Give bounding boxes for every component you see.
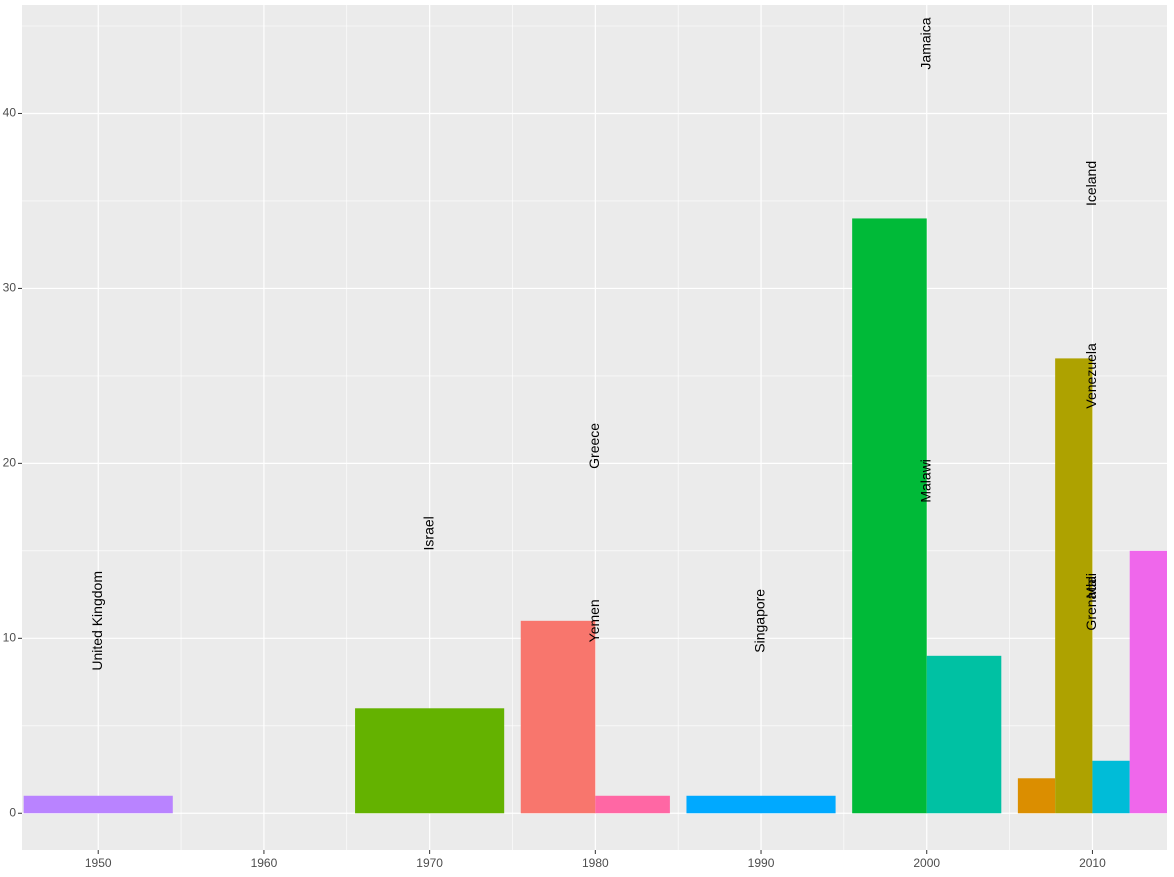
x-tick-label: 2000 xyxy=(913,856,940,870)
bar xyxy=(686,795,836,814)
y-tick-label: 30 xyxy=(3,281,17,295)
x-tick-label: 1950 xyxy=(85,856,112,870)
x-tick-label: 1980 xyxy=(582,856,609,870)
bar xyxy=(1017,778,1056,814)
bar-label: Jamaica xyxy=(917,17,933,69)
bar xyxy=(1092,760,1130,814)
bar-label: United Kingdom xyxy=(89,571,105,671)
x-tick-label: 1970 xyxy=(416,856,443,870)
y-tick-label: 20 xyxy=(3,456,17,470)
bar xyxy=(520,620,596,814)
bar-label: Greece xyxy=(586,423,602,469)
y-tick-label: 40 xyxy=(3,106,17,120)
bar-label: Venezuela xyxy=(1083,343,1099,409)
bar-label: Singapore xyxy=(752,589,768,653)
bar xyxy=(355,708,505,814)
bar xyxy=(926,655,1002,814)
bar xyxy=(1055,358,1093,814)
bar-label: Iceland xyxy=(1083,161,1099,206)
y-tick-label: 0 xyxy=(9,805,16,819)
bar-label: Malawi xyxy=(917,459,933,503)
bar-label: Israel xyxy=(420,516,436,550)
bar xyxy=(23,795,173,814)
bar xyxy=(852,218,927,814)
bar xyxy=(1129,550,1167,814)
bar-label: Mali xyxy=(1083,573,1099,599)
x-tick-label: 1960 xyxy=(251,856,278,870)
y-tick-label: 10 xyxy=(3,630,17,644)
bar xyxy=(595,795,670,814)
x-tick-label: 2010 xyxy=(1079,856,1106,870)
bar-label: Grenada xyxy=(1083,576,1099,631)
bar-label: Yemen xyxy=(586,599,602,642)
x-tick-label: 1990 xyxy=(748,856,775,870)
